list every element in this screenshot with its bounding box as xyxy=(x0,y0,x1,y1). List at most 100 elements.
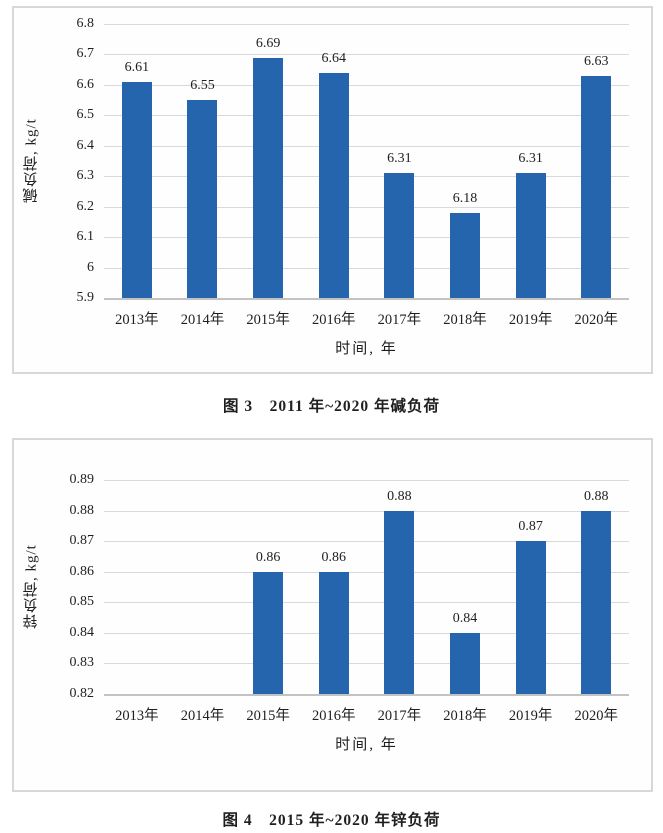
y-tick-label: 0.88 xyxy=(69,502,95,518)
figure-4-chart: 锌负荷, kg/t 0.89 0.88 0.87 0.86 0.85 0.84 0.83 0.… xyxy=(12,438,653,792)
x-tick-label: 2020年 xyxy=(574,312,618,328)
bar-cell xyxy=(104,480,170,694)
x-axis-spacer xyxy=(14,308,104,329)
bar-cell: 6.31 xyxy=(498,24,564,298)
gridline xyxy=(104,298,629,300)
x-axis-spacer xyxy=(14,337,104,358)
bar-value-label: 6.18 xyxy=(452,190,478,206)
bar-cell: 0.88 xyxy=(563,480,629,694)
bar-cell: 6.64 xyxy=(301,24,367,298)
x-axis-title-row: 时间, 年 xyxy=(14,733,651,754)
x-tick-label: 2014年 xyxy=(180,312,225,328)
gridline xyxy=(104,115,629,117)
x-tick-label: 2016年 xyxy=(311,708,356,724)
bar-cell: 6.55 xyxy=(170,24,236,298)
y-tick-label: 5.9 xyxy=(76,290,95,305)
y-tick-label: 6.5 xyxy=(76,107,95,123)
y-axis-title: 碱负荷, kg/t xyxy=(23,118,40,204)
bar-value-label: 6.55 xyxy=(190,78,215,94)
x-tick-label: 2017年 xyxy=(377,312,422,328)
bar-2015年 xyxy=(253,57,284,298)
bar-2016年 xyxy=(318,72,349,298)
x-tick-label: 2015年 xyxy=(246,312,290,328)
bar-cell: 0.88 xyxy=(367,480,433,694)
bar-value-label: 6.69 xyxy=(255,35,281,51)
figure-4-chart-row: 锌负荷, kg/t 0.89 0.88 0.87 0.86 0.85 0.84 0.83 0.… xyxy=(14,472,651,701)
x-axis-labels: 2013年 2014年 2015年 2016年 2017年 2018年 2019年 2020年 xyxy=(104,704,629,725)
x-tick-label: 2015年 xyxy=(246,708,290,724)
bar-cell: 6.69 xyxy=(235,24,301,298)
gridline xyxy=(104,510,629,512)
figure-4-caption: 图 4 2015 年~2020 年锌负荷 xyxy=(222,812,441,829)
y-axis-ticks: 6.8 6.7 6.6 6.5 6.4 6.3 6.2 6.1 6 5.9 xyxy=(48,16,104,305)
y-tick-label: 0.85 xyxy=(69,594,95,610)
x-tick-label: 2013年 xyxy=(115,312,159,328)
y-tick-label: 0.82 xyxy=(69,686,95,701)
plot-area: 0.86 0.86 0.88 0.84 0.87 0.88 xyxy=(104,480,629,696)
bar-cell: 6.18 xyxy=(432,24,498,298)
gridline xyxy=(104,694,629,696)
bar-value-label: 0.84 xyxy=(452,610,478,626)
bar-cell xyxy=(170,480,236,694)
bar-value-label: 0.87 xyxy=(518,519,543,535)
bar-2017年 xyxy=(384,173,415,298)
gridline xyxy=(104,480,629,481)
x-tick-label: 2019年 xyxy=(508,708,553,724)
y-axis-ticks: 0.89 0.88 0.87 0.86 0.85 0.84 0.83 0.82 xyxy=(48,472,104,701)
figure-3-chart: 碱负荷, kg/t 6.8 6.7 6.6 6.5 6.4 6.3 6.2 6.1 6 5.9 6… xyxy=(12,6,653,374)
figure-3-caption: 图 3 2011 年~2020 年碱负荷 xyxy=(222,398,441,415)
gridline xyxy=(104,24,629,25)
x-axis-title: 时间, 年 xyxy=(335,737,398,753)
x-axis-row: 2013年 2014年 2015年 2016年 2017年 2018年 2019年 2020年 xyxy=(14,704,651,725)
y-tick-label: 0.83 xyxy=(69,655,95,671)
x-tick-label: 2018年 xyxy=(443,708,487,724)
x-axis-labels: 2013年 2014年 2015年 2016年 2017年 2018年 2019年 2020年 xyxy=(104,308,629,329)
bar-2013年 xyxy=(121,81,152,298)
y-tick-label: 6 xyxy=(87,259,94,275)
gridline xyxy=(104,541,629,543)
y-tick-label: 0.84 xyxy=(69,624,95,640)
bar-2014年 xyxy=(187,100,218,298)
bar-2015年 xyxy=(253,571,284,694)
page: 碱负荷, kg/t 6.8 6.7 6.6 6.5 6.4 6.3 6.2 6.1 6 5.9 6… xyxy=(0,6,663,833)
x-tick-label: 2016年 xyxy=(311,312,356,328)
bar-2018年 xyxy=(449,212,480,298)
x-axis-title-row: 时间, 年 xyxy=(14,337,651,358)
bar-cell: 0.87 xyxy=(498,480,564,694)
gridline xyxy=(104,571,629,573)
bar-2019年 xyxy=(515,173,546,298)
gridline xyxy=(104,602,629,604)
bars-row: 0.86 0.86 0.88 0.84 0.87 0.88 xyxy=(104,480,629,694)
y-tick-label: 6.2 xyxy=(76,198,95,214)
y-axis-title: 锌负荷, kg/t xyxy=(23,544,40,630)
x-tick-label: 2017年 xyxy=(377,708,422,724)
bar-2020年 xyxy=(581,75,612,298)
x-tick-label: 2018年 xyxy=(443,312,487,328)
gridline xyxy=(104,206,629,208)
plot-area: 6.61 6.55 6.69 6.64 6.31 6.18 6.31 6.63 xyxy=(104,24,629,300)
x-axis-spacer xyxy=(14,704,104,725)
bar-value-label: 6.61 xyxy=(124,59,150,75)
bar-value-label: 6.31 xyxy=(518,151,543,167)
gridline xyxy=(104,237,629,239)
y-tick-label: 0.87 xyxy=(69,533,95,549)
bar-2020年 xyxy=(581,510,612,694)
y-tick-label: 6.3 xyxy=(76,168,95,184)
gridline xyxy=(104,145,629,147)
bar-cell: 6.63 xyxy=(563,24,629,298)
y-tick-label: 6.6 xyxy=(76,76,95,92)
bars-row: 6.61 6.55 6.69 6.64 6.31 6.18 6.31 6.63 xyxy=(104,24,629,298)
bar-2018年 xyxy=(449,632,480,694)
x-axis-title: 时间, 年 xyxy=(335,341,398,357)
bar-value-label: 0.88 xyxy=(583,488,609,504)
x-tick-label: 2019年 xyxy=(508,312,553,328)
gridline xyxy=(104,267,629,269)
bar-cell: 6.61 xyxy=(104,24,170,298)
bar-value-label: 6.31 xyxy=(387,151,412,167)
bar-cell: 0.84 xyxy=(432,480,498,694)
bar-value-label: 6.63 xyxy=(583,53,609,69)
figure-3-chart-row: 碱负荷, kg/t 6.8 6.7 6.6 6.5 6.4 6.3 6.2 6.1 6 5.9 6… xyxy=(14,16,651,305)
y-tick-label: 6.8 xyxy=(76,16,95,31)
y-tick-label: 6.7 xyxy=(76,46,95,62)
bar-value-label: 0.88 xyxy=(387,488,412,504)
